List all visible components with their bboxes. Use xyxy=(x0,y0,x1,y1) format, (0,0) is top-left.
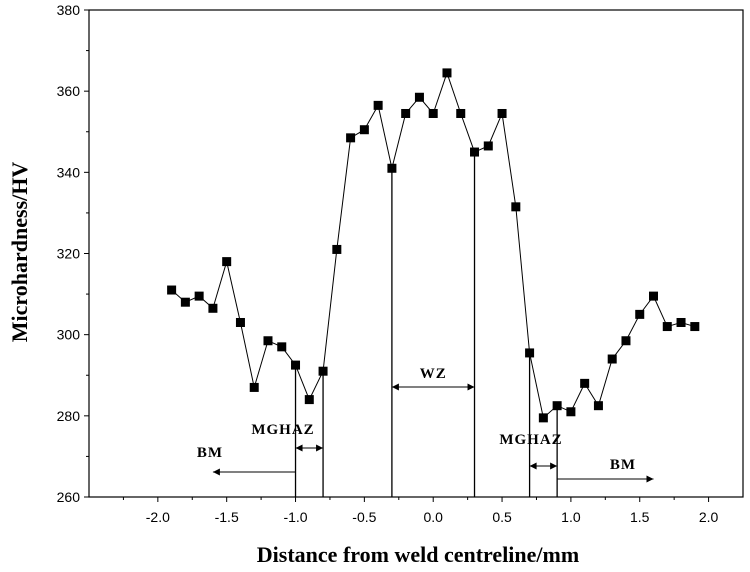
data-point xyxy=(538,413,548,423)
arrowhead xyxy=(295,444,303,452)
data-point xyxy=(277,342,287,352)
x-tick-label: -1.5 xyxy=(215,509,239,525)
data-point xyxy=(414,92,424,102)
tick-labels-layer: -2.0 -1.5 -1.0 -0.5 0.0 0.5 1.0 1.5 2.0 260 280 300… xyxy=(57,2,719,525)
data-point xyxy=(607,354,617,364)
data-point xyxy=(180,297,190,307)
zone-label-mghaz-right: MGHAZ xyxy=(499,432,562,448)
data-point xyxy=(580,378,590,388)
data-point xyxy=(456,108,466,118)
x-tick-label: -2.0 xyxy=(146,509,170,525)
arrowhead xyxy=(529,462,537,470)
data-point xyxy=(318,366,328,376)
y-tick-label: 380 xyxy=(57,2,81,18)
data-point xyxy=(483,141,493,151)
data-point xyxy=(470,147,480,157)
data-point xyxy=(332,244,342,254)
x-tick-label: -1.0 xyxy=(283,509,307,525)
arrowhead xyxy=(316,444,324,452)
data-point xyxy=(511,202,521,212)
x-tick-label: -0.5 xyxy=(352,509,376,525)
data-point xyxy=(263,336,273,346)
data-point xyxy=(593,401,603,411)
zone-label-bm-right: BM xyxy=(610,457,636,473)
data-point xyxy=(442,68,452,78)
x-tick-label: 1.0 xyxy=(561,509,581,525)
data-point xyxy=(676,317,686,327)
data-point xyxy=(566,407,576,417)
data-point xyxy=(525,348,535,358)
data-point xyxy=(208,303,218,313)
data-point xyxy=(346,133,356,143)
zones-layer: WZ MGHAZ MGHAZ BM BM xyxy=(197,152,654,497)
data-point xyxy=(359,125,369,135)
data-point xyxy=(635,309,645,319)
arrowhead xyxy=(646,475,654,483)
data-point xyxy=(497,108,507,118)
x-tick-label: 1.5 xyxy=(630,509,650,525)
data-point xyxy=(649,291,659,301)
y-axis-title: Microhardness/HV xyxy=(7,162,32,343)
data-point xyxy=(387,163,397,173)
arrowhead xyxy=(550,462,558,470)
data-point xyxy=(552,401,562,411)
arrowhead xyxy=(212,468,220,476)
y-tick-label: 280 xyxy=(57,408,81,424)
y-tick-label: 300 xyxy=(57,327,81,343)
x-tick-label: 2.0 xyxy=(699,509,719,525)
data-point xyxy=(167,285,177,295)
plot-frame xyxy=(88,9,744,498)
data-point xyxy=(662,322,672,332)
arrowhead xyxy=(391,383,399,391)
x-axis-title: Distance from weld centreline/mm xyxy=(257,542,579,567)
series-layer xyxy=(167,68,700,423)
data-point xyxy=(235,317,245,327)
data-point xyxy=(401,108,411,118)
data-point xyxy=(304,395,314,405)
x-tick-label: 0.5 xyxy=(492,509,512,525)
zone-label-wz: WZ xyxy=(420,366,447,382)
data-point xyxy=(194,291,204,301)
data-point xyxy=(222,257,232,267)
data-point xyxy=(373,100,383,110)
zone-label-mghaz-left: MGHAZ xyxy=(251,422,314,438)
arrowhead xyxy=(467,383,475,391)
y-tick-label: 360 xyxy=(57,83,81,99)
y-tick-label: 260 xyxy=(57,489,81,505)
data-point xyxy=(428,108,438,118)
x-tick-label: 0.0 xyxy=(423,509,443,525)
data-point xyxy=(249,382,259,392)
data-point xyxy=(291,360,301,370)
axes-layer xyxy=(84,9,744,502)
y-tick-label: 340 xyxy=(57,164,81,180)
data-point xyxy=(621,336,631,346)
zone-label-bm-left: BM xyxy=(197,445,223,461)
data-point xyxy=(690,322,700,332)
y-tick-label: 320 xyxy=(57,246,81,262)
